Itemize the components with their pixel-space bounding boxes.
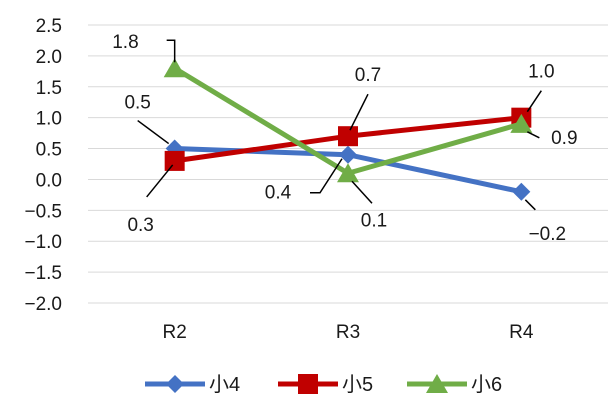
data-label: 0.1	[361, 210, 387, 231]
x-tick-label: R3	[336, 322, 360, 343]
y-tick-label: −1.0	[24, 232, 62, 253]
y-tick-label: 1.5	[36, 78, 62, 99]
y-tick-label: 0.0	[36, 170, 62, 191]
data-label: 1.8	[112, 32, 138, 53]
leader-line	[526, 131, 540, 139]
y-tick-label: 1.0	[36, 109, 62, 130]
series-1-point	[512, 182, 531, 201]
legend-item: 小6	[407, 373, 502, 395]
series-1-point	[339, 145, 357, 164]
legend-marker	[166, 375, 184, 393]
y-tick-label: −0.5	[24, 201, 62, 222]
x-axis: R2 R3 R4	[163, 322, 534, 343]
leader-line	[166, 39, 176, 63]
legend-label: 小5	[342, 373, 373, 395]
y-tick-label: 2.0	[36, 47, 62, 68]
data-labels: 0.5 0.4 −0.2 0.3 0.7 1.0 1.8 0.1 0.9	[112, 32, 577, 245]
legend-marker	[426, 374, 448, 393]
data-label: 0.5	[124, 93, 150, 114]
series-3-point	[337, 163, 359, 183]
data-label: 0.9	[551, 128, 577, 149]
legend-label: 小6	[471, 373, 502, 395]
series-2-point	[164, 150, 185, 171]
data-label: 0.4	[265, 183, 292, 204]
data-label: 1.0	[528, 62, 554, 83]
y-tick-label: 2.5	[36, 16, 62, 37]
legend-marker	[298, 374, 318, 394]
y-tick-label: −2.0	[24, 294, 62, 315]
series-group	[163, 58, 533, 201]
data-label: −0.2	[529, 224, 567, 245]
y-tick-label: −1.5	[24, 263, 62, 284]
data-label: 0.3	[127, 215, 153, 236]
data-label: 0.7	[355, 65, 381, 86]
series-2-point	[338, 126, 358, 147]
legend-label: 小4	[209, 373, 240, 395]
leader-line	[310, 158, 343, 194]
y-axis: 2.5 2.0 1.5 1.0 0.5 0.0 −0.5 −1.0 −1.5 −2.0	[24, 16, 62, 315]
legend-item: 小4	[145, 373, 240, 395]
y-tick-label: 0.5	[36, 140, 62, 161]
leader-line	[146, 164, 174, 198]
leader-line	[351, 180, 373, 204]
leader-line	[349, 93, 369, 131]
series-3-point	[510, 113, 533, 133]
legend: 小4 小5 小6	[145, 373, 502, 395]
x-tick-label: R4	[509, 322, 534, 343]
leader-line	[524, 199, 536, 211]
x-tick-label: R2	[163, 322, 187, 343]
leader-line	[526, 90, 542, 113]
series-3-point	[163, 58, 186, 78]
legend-item: 小5	[278, 373, 373, 395]
leader-line	[137, 119, 170, 145]
